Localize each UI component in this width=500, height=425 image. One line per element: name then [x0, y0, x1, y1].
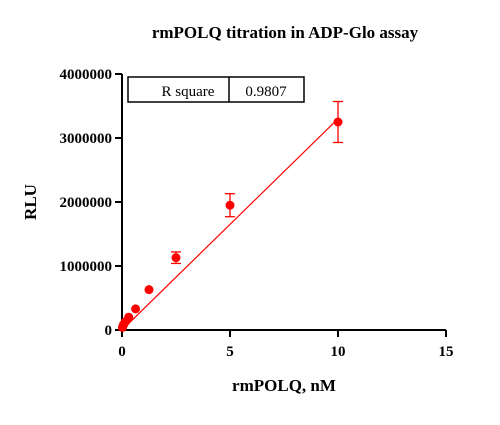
- data-point: [131, 304, 141, 314]
- data-points: [117, 100, 343, 332]
- x-tick-label: 10: [331, 344, 346, 360]
- data-point: [333, 117, 343, 127]
- y-tick-label: 4000000: [60, 67, 113, 83]
- x-axis-label: rmPOLQ, nM: [232, 376, 336, 395]
- chart-title: rmPOLQ titration in ADP-Glo assay: [152, 23, 419, 42]
- r-square-label: R square: [162, 84, 215, 100]
- y-tick-label: 0: [105, 323, 113, 339]
- data-point: [144, 285, 154, 295]
- y-tick-label: 3000000: [60, 131, 113, 147]
- fit-line-group: [121, 118, 339, 331]
- fit-line: [121, 118, 339, 331]
- y-tick-label: 2000000: [60, 195, 113, 211]
- x-tick-label: 5: [226, 344, 234, 360]
- data-point: [171, 253, 181, 263]
- data-point: [124, 312, 134, 322]
- x-tick-label: 15: [439, 344, 454, 360]
- axes: 0 1000000 2000000 3000000 4000000 0 5 10 15: [60, 67, 454, 360]
- x-tick-label: 0: [118, 344, 126, 360]
- r-square-box-border: [127, 76, 305, 103]
- r-square-value: 0.9807: [245, 84, 287, 100]
- data-point: [225, 200, 235, 210]
- y-axis-label: RLU: [21, 184, 40, 220]
- r-square-box: R square 0.9807: [127, 76, 305, 103]
- y-tick-label: 1000000: [60, 259, 113, 275]
